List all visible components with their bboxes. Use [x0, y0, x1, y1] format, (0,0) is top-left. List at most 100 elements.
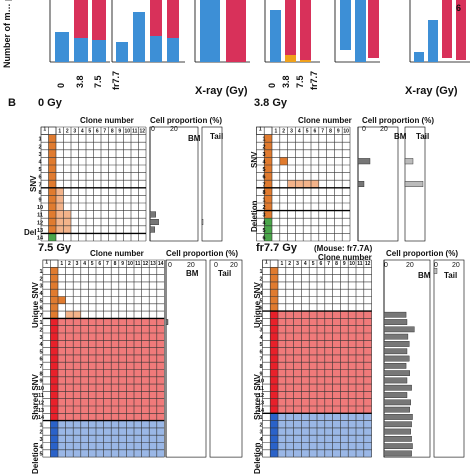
w-column-cell: [270, 318, 278, 326]
w-column-cell: [270, 333, 278, 341]
grid-label: 8: [114, 261, 117, 267]
grid-label: 7: [38, 182, 41, 188]
grid-label: 12: [37, 220, 43, 226]
w-column-cell: [48, 172, 56, 181]
tail-label: Tail: [416, 132, 430, 141]
bm-box: [149, 126, 199, 242]
w-column-cell: [270, 303, 278, 312]
grid-label: 5: [259, 444, 262, 450]
w-column-cell: [264, 172, 272, 181]
w-column-cell: [50, 311, 58, 319]
grid-label: 7: [106, 261, 109, 267]
bm-bar: [383, 399, 411, 406]
tail-bar: [404, 158, 414, 165]
tail-box: [201, 126, 223, 242]
w-column-cell: [50, 296, 58, 304]
grid-label: 4: [39, 342, 43, 348]
tail-bar: [404, 180, 424, 187]
axis-tick: 20: [170, 126, 178, 133]
axis-tick: 20: [406, 262, 414, 269]
grid-label: 2: [39, 276, 42, 282]
bm-bar: [165, 319, 169, 325]
w-column-cell: [50, 333, 58, 341]
grid-label: 14: [258, 408, 265, 414]
grid-label: 14: [38, 415, 45, 421]
grid-label: 3: [76, 261, 79, 267]
w-column-cell: [50, 384, 58, 392]
w-column-cell: [48, 195, 56, 203]
grid-label: 1: [259, 126, 262, 132]
grid-label: 8: [39, 371, 42, 377]
grid-label: 13: [38, 408, 44, 414]
w-column-cell: [270, 384, 278, 392]
w-column-cell: [264, 165, 272, 173]
bm-bar: [383, 406, 410, 413]
grid-label: 6: [259, 452, 262, 458]
w-column-cell: [264, 195, 272, 203]
w-column-cell: [264, 149, 272, 158]
grid-label: 6: [320, 261, 323, 267]
grid-label: 3: [39, 437, 42, 443]
w-column-cell: [48, 180, 56, 188]
grid-label: 1: [38, 137, 41, 143]
grid-label: 4: [262, 159, 266, 165]
grid-label: 3: [259, 284, 262, 290]
grid-label: 14: [37, 235, 44, 241]
grid-label: 1: [259, 313, 262, 319]
grid-label: 4: [304, 261, 307, 267]
w-column-cell: [270, 369, 278, 377]
w-column-cell: [48, 149, 56, 158]
w-column-cell: [50, 369, 58, 377]
w-column-cell: [48, 218, 56, 226]
grid-label: 8: [259, 364, 262, 370]
w-column-cell: [50, 406, 58, 414]
grid-label: 4: [259, 291, 263, 297]
w-column-cell: [50, 362, 58, 370]
w-column-cell: [50, 435, 58, 443]
w-column-cell: [270, 406, 278, 414]
grid-label: 1: [43, 126, 46, 132]
grid-label: 3: [290, 128, 293, 134]
w-column-cell: [264, 187, 272, 196]
w-column-cell: [270, 376, 278, 385]
grid-label: 10: [258, 379, 264, 385]
panel-a-bars: [49, 0, 470, 63]
grid-label: 5: [259, 342, 262, 348]
grid-label: 13: [258, 401, 264, 407]
grid-label: 10: [38, 386, 44, 392]
tail-bar: [433, 268, 438, 274]
variant-cell: [287, 180, 296, 188]
bm-bar: [357, 180, 365, 187]
grid-label: 6: [259, 349, 262, 355]
bm-bar: [383, 311, 407, 318]
w-column-cell: [270, 289, 278, 297]
grid-label: 6: [96, 128, 99, 134]
grid-label: 3: [296, 261, 299, 267]
bm-bar: [383, 428, 411, 435]
bm-bar: [383, 319, 408, 325]
w-column-cell: [50, 325, 58, 333]
w-column-cell: [264, 157, 272, 165]
grid-label: 2: [259, 276, 262, 282]
bm-bar: [383, 384, 412, 391]
grid-label: 3: [262, 213, 265, 219]
w-column-cell: [50, 427, 58, 436]
grid-label: 2: [282, 128, 285, 134]
w-column-cell: [50, 318, 58, 326]
grid-label: 4: [81, 128, 84, 134]
cells-header: Cell proportion (%): [386, 249, 458, 258]
grid-label: 13: [150, 261, 156, 267]
w-column-cell: [48, 187, 56, 196]
grid-label: 11: [38, 393, 44, 399]
bm-bar: [383, 333, 409, 340]
bm-bar: [383, 377, 408, 384]
w-column-cell: [50, 420, 58, 428]
grid-label: 3: [73, 128, 76, 134]
bm-label: BM: [394, 132, 407, 141]
w-column-cell: [50, 289, 58, 297]
grid-label: 1: [259, 415, 262, 421]
axis-tick: 0: [434, 262, 438, 269]
w-column-cell: [48, 134, 56, 143]
grid-label: 10: [124, 128, 130, 134]
